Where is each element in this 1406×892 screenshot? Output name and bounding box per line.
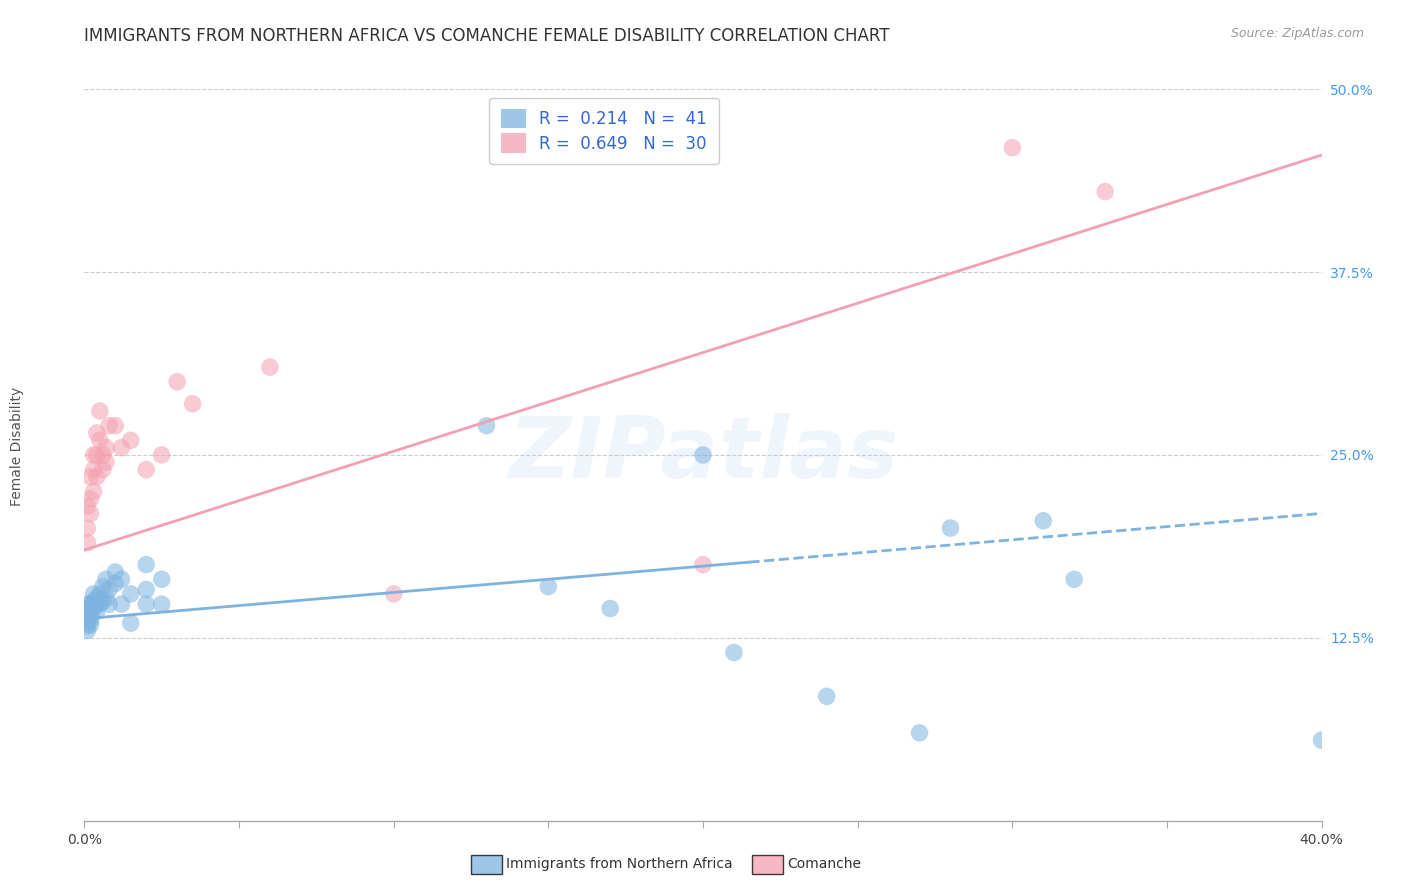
Point [94, 572, 117, 586]
Point [120, 587, 142, 601]
Point [91, 580, 114, 594]
Point [86, 597, 108, 611]
Point [83, 484, 105, 499]
Point [83, 601, 105, 615]
Point [135, 558, 157, 572]
Point [1094, 185, 1116, 199]
Point [98, 597, 121, 611]
Point [76, 608, 98, 623]
Point [537, 580, 560, 594]
Point [908, 726, 931, 740]
Point [181, 397, 204, 411]
Point [86, 470, 108, 484]
Point [104, 418, 127, 433]
Point [86, 448, 108, 462]
Point [86, 591, 108, 606]
Point [150, 597, 173, 611]
Point [94, 455, 117, 469]
Text: Immigrants from Northern Africa: Immigrants from Northern Africa [506, 857, 733, 871]
Point [135, 582, 157, 597]
Point [110, 597, 132, 611]
Point [94, 441, 117, 455]
Point [79, 608, 101, 623]
Point [86, 425, 108, 440]
Point [1032, 514, 1054, 528]
Point [83, 587, 105, 601]
Point [76, 521, 98, 535]
Point [120, 434, 142, 448]
Point [599, 601, 621, 615]
Point [150, 572, 173, 586]
Point [110, 572, 132, 586]
Point [79, 604, 101, 618]
Text: Female Disability: Female Disability [10, 386, 24, 506]
Text: ZIPatlas: ZIPatlas [508, 413, 898, 497]
Point [76, 606, 98, 620]
Point [79, 601, 101, 615]
Point [76, 615, 98, 629]
Point [83, 594, 105, 608]
Point [76, 612, 98, 626]
Point [76, 499, 98, 513]
Point [1001, 141, 1024, 155]
Point [89, 434, 111, 448]
Point [79, 597, 101, 611]
Point [89, 587, 111, 601]
Point [76, 619, 98, 633]
Point [166, 375, 188, 389]
Point [150, 448, 173, 462]
Point [83, 448, 105, 462]
Point [79, 470, 101, 484]
Point [692, 448, 714, 462]
Point [98, 582, 121, 597]
Point [104, 576, 127, 591]
Point [91, 462, 114, 476]
Point [723, 645, 745, 659]
Point [86, 604, 108, 618]
Point [89, 597, 111, 611]
Point [76, 601, 98, 615]
Point [692, 558, 714, 572]
Point [135, 462, 157, 476]
Point [91, 448, 114, 462]
Point [79, 507, 101, 521]
Point [475, 418, 498, 433]
Point [104, 565, 127, 579]
Point [1063, 572, 1085, 586]
Point [259, 360, 281, 375]
Point [110, 441, 132, 455]
Point [76, 597, 98, 611]
Point [91, 594, 114, 608]
Point [382, 587, 405, 601]
Point [94, 591, 117, 606]
Point [939, 521, 962, 535]
Legend: R =  0.214   N =  41, R =  0.649   N =  30: R = 0.214 N = 41, R = 0.649 N = 30 [489, 97, 718, 164]
Point [89, 404, 111, 418]
Point [79, 617, 101, 632]
Point [98, 418, 121, 433]
Point [815, 690, 838, 704]
Point [1310, 733, 1333, 747]
Point [135, 597, 157, 611]
Text: IMMIGRANTS FROM NORTHERN AFRICA VS COMANCHE FEMALE DISABILITY CORRELATION CHART: IMMIGRANTS FROM NORTHERN AFRICA VS COMAN… [84, 27, 890, 45]
Text: Source: ZipAtlas.com: Source: ZipAtlas.com [1230, 27, 1364, 40]
Point [76, 535, 98, 549]
Point [79, 491, 101, 506]
Point [79, 613, 101, 627]
Point [83, 462, 105, 476]
Point [120, 616, 142, 631]
Point [76, 624, 98, 638]
Text: Comanche: Comanche [787, 857, 862, 871]
